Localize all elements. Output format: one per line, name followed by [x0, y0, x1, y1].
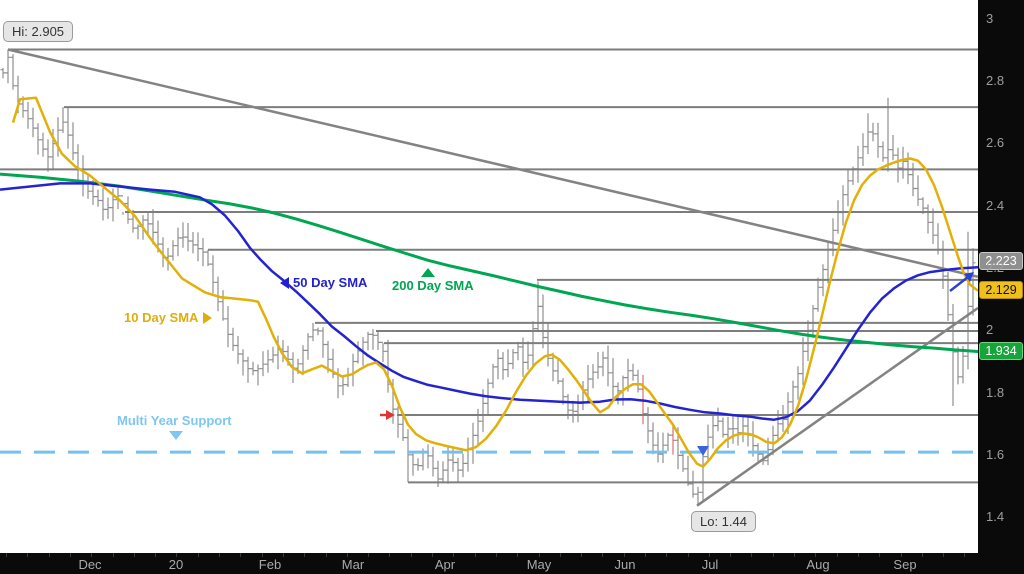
sma200-arrow-icon [421, 268, 435, 277]
ohlc-bars [0, 49, 976, 506]
blue-support-marker [697, 446, 709, 456]
time-axis-tick [113, 553, 114, 557]
price-axis-tick: 1.6 [986, 446, 1005, 462]
time-axis-tick [624, 553, 625, 557]
time-axis-label-20: 20 [168, 557, 184, 572]
price-axis-tick: 1.4 [986, 509, 1005, 525]
time-axis-tick [581, 553, 582, 557]
multi-year-support-arrow-icon [169, 431, 183, 440]
time-axis-label-apr: Apr [434, 557, 456, 572]
descending-resistance-trendline[interactable] [7, 48, 978, 279]
time-axis-tick [858, 553, 859, 557]
time-axis-tick [517, 553, 518, 557]
time-axis-tick [49, 553, 50, 557]
time-axis-tick [240, 553, 241, 557]
time-axis-label-dec: Dec [78, 557, 102, 572]
time-axis-tick [794, 553, 795, 557]
time-axis-tick [773, 553, 774, 557]
time-axis-tick [666, 553, 667, 557]
time-axis-label-may: May [526, 557, 552, 572]
time-axis-label-mar: Mar [341, 557, 365, 572]
sma200-price-badge: 1.934 [979, 341, 1023, 360]
time-axis-tick [389, 553, 390, 557]
last-price-badge: 2.223 [979, 251, 1023, 270]
low-annotation-badge: Lo: 1.44 [691, 511, 756, 532]
time-axis-tick [6, 553, 7, 557]
sma50-arrow-icon [280, 277, 289, 289]
time-axis-label-jun: Jun [614, 557, 636, 572]
red-arrow-marker-head [386, 410, 395, 420]
time-axis-tick [283, 553, 284, 557]
time-axis-tick [709, 553, 710, 557]
time-axis-tick [496, 553, 497, 557]
time-axis-tick [326, 553, 327, 557]
time-axis-tick [219, 553, 220, 557]
price-axis-tick: 2.4 [986, 197, 1005, 213]
time-axis-tick [964, 553, 965, 557]
time-axis-tick [176, 553, 177, 557]
time-axis-tick [922, 553, 923, 557]
time-axis-label-aug: Aug [806, 557, 830, 572]
price-chart-canvas[interactable] [0, 0, 978, 553]
time-axis-tick [304, 553, 305, 557]
high-annotation-badge: Hi: 2.905 [3, 21, 74, 42]
time-axis-tick [91, 553, 92, 557]
time-axis-tick [730, 553, 731, 557]
time-axis-tick [70, 553, 71, 557]
time-axis-label-sep: Sep [893, 557, 917, 572]
price-axis-tick: 2 [986, 322, 994, 338]
price-axis-tick: 1.8 [986, 384, 1005, 400]
time-axis-tick [453, 553, 454, 557]
blue-breakout-arrow-head [964, 272, 974, 282]
sma50-line[interactable] [0, 182, 978, 421]
sma10-price-badge: 2.129 [979, 281, 1023, 300]
time-axis-tick [134, 553, 135, 557]
time-axis-tick [347, 553, 348, 557]
price-axis-tick: 2.2 [986, 260, 1005, 276]
time-axis-tick [539, 553, 540, 557]
time-axis-tick [688, 553, 689, 557]
sma10-line[interactable] [11, 96, 978, 468]
time-axis-tick [368, 553, 369, 557]
time-axis-tick [943, 553, 944, 557]
time-axis-tick [602, 553, 603, 557]
sma200-label: 200 Day SMA [392, 278, 474, 293]
plot-background [0, 0, 978, 553]
sma50-label: 50 Day SMA [293, 275, 368, 290]
time-axis-tick [155, 553, 156, 557]
price-axis-tick: 2.6 [986, 135, 1005, 151]
time-axis-tick [411, 553, 412, 557]
time-axis-tick [837, 553, 838, 557]
ascending-support-trendline[interactable] [696, 306, 978, 507]
time-axis-tick [901, 553, 902, 557]
time-axis-tick [815, 553, 816, 557]
blue-breakout-arrow [949, 276, 969, 292]
sma200-line[interactable] [0, 172, 978, 353]
time-axis-tick [645, 553, 646, 557]
time-axis-tick [560, 553, 561, 557]
sma10-arrow-icon [203, 312, 212, 324]
time-axis-label-feb: Feb [258, 557, 282, 572]
time-axis-tick [27, 553, 28, 557]
time-axis-tick [879, 553, 880, 557]
time-axis-tick [262, 553, 263, 557]
price-axis-tick: 2.8 [986, 73, 1005, 89]
sma10-label: 10 Day SMA [124, 310, 199, 325]
time-axis[interactable]: Dec 20 Feb Mar Apr May Jun Jul Aug Sep [0, 553, 978, 574]
time-axis-tick [198, 553, 199, 557]
time-axis-tick [475, 553, 476, 557]
price-axis-tick: 3 [986, 10, 994, 26]
time-axis-tick [432, 553, 433, 557]
time-axis-label-jul: Jul [701, 557, 719, 572]
multi-year-support-label: Multi Year Support [117, 413, 232, 428]
price-axis[interactable]: 2.223 2.129 1.934 3 2.8 2.6 2.4 2.2 2 1.8 1.6 1.… [978, 0, 1024, 574]
time-axis-tick [751, 553, 752, 557]
